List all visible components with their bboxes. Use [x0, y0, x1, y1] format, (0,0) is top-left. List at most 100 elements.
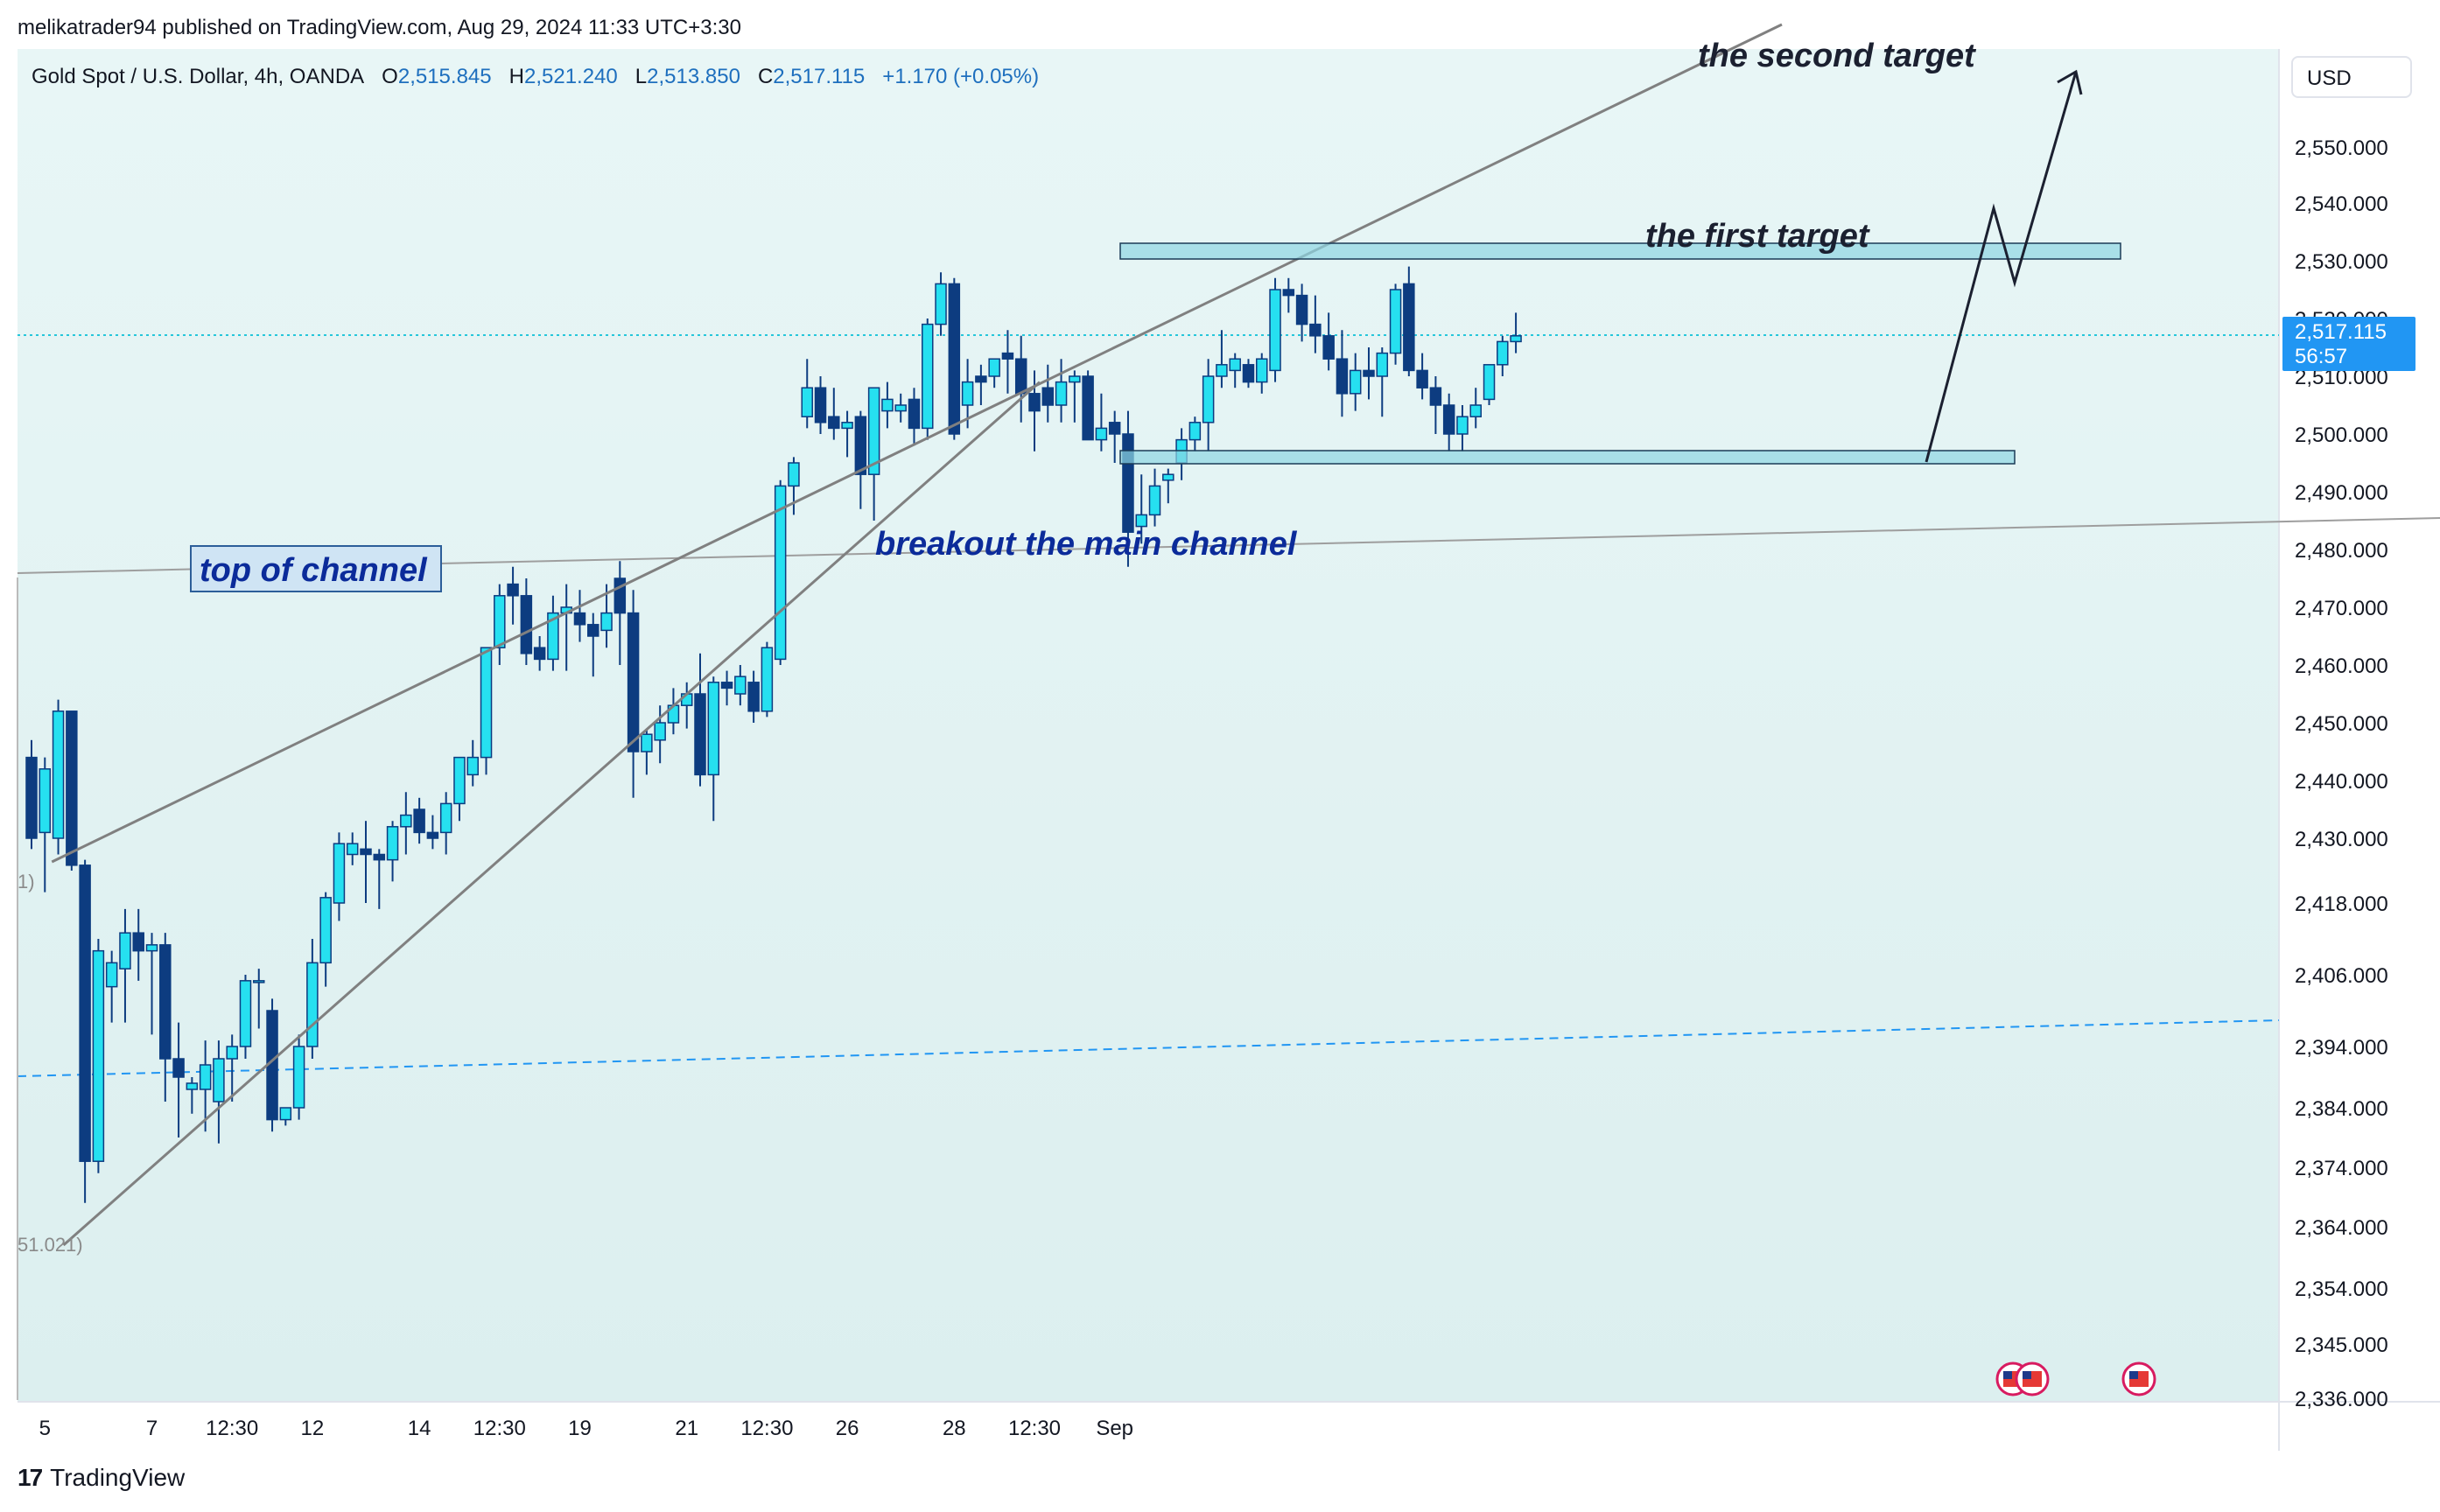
candle-body [587, 624, 599, 637]
y-tick-label: 2,440.000 [2295, 770, 2388, 794]
candle-body [801, 387, 813, 417]
candle-body [1336, 358, 1349, 395]
candle-body [935, 283, 947, 326]
bar-countdown: 56:57 [2295, 345, 2348, 368]
candle-body [694, 693, 706, 776]
x-tick-label: 21 [675, 1417, 698, 1440]
candle-body [814, 387, 827, 424]
candle-body [1122, 433, 1134, 533]
close-label: C [757, 65, 774, 88]
currency-selector[interactable]: USD [2291, 56, 2412, 98]
candle-body [1162, 473, 1174, 481]
candle-body [439, 802, 452, 834]
candle-body [1216, 364, 1228, 377]
x-tick-label: 12:30 [740, 1417, 793, 1440]
candle-body [1148, 485, 1161, 516]
candle-body [1389, 289, 1402, 354]
candle-body [1309, 323, 1322, 337]
low-value: 2,513.850 [647, 65, 740, 88]
candle-body [1295, 294, 1308, 326]
y-tick-label: 2,460.000 [2295, 654, 2388, 678]
candle-body [1363, 369, 1375, 377]
candle-body [1456, 416, 1469, 435]
candle-body [533, 647, 546, 661]
y-tick-label: 2,450.000 [2295, 712, 2388, 736]
candle-body [66, 710, 78, 866]
candle-body [1497, 340, 1509, 366]
candle-body [507, 583, 519, 597]
candle-body [279, 1107, 292, 1121]
x-tick-label: 26 [836, 1417, 859, 1440]
candle-body [547, 612, 559, 661]
y-tick-label: 2,490.000 [2295, 481, 2388, 505]
candle-body [1403, 283, 1415, 372]
y-tick-label: 2,364.000 [2295, 1216, 2388, 1240]
change-value: +1.170 (+0.05%) [882, 65, 1040, 88]
dashed-support-line [17, 1019, 2280, 1077]
pane-label: 51.021) [18, 1234, 83, 1256]
candle-body [761, 647, 774, 712]
y-tick-label: 2,480.000 [2295, 539, 2388, 563]
y-tick-label: 2,550.000 [2295, 136, 2388, 160]
x-tick-label: 12:30 [206, 1417, 258, 1440]
symbol-name: Gold Spot / U.S. Dollar, 4h, OANDA [32, 65, 365, 88]
x-tick-label: 12 [301, 1417, 325, 1440]
candle-body [788, 462, 800, 487]
low-label: L [635, 65, 648, 88]
candle-body [426, 831, 439, 839]
candle-body [1055, 381, 1068, 406]
y-tick-label: 2,430.000 [2295, 828, 2388, 851]
last-price-tag: 2,517.115 56:57 [2282, 317, 2415, 371]
candle-body [453, 756, 466, 805]
candle-body [948, 283, 961, 435]
annotation-first-target: the first target [1645, 218, 1870, 255]
candle-body [1256, 358, 1268, 383]
candle-body [854, 416, 867, 475]
y-tick-label: 2,374.000 [2295, 1157, 2388, 1180]
candle-body [961, 381, 974, 406]
candle-body [79, 864, 91, 1162]
candle-body [346, 843, 359, 856]
arrow-head-icon [2057, 69, 2083, 95]
rising-channel-lower-line [62, 381, 1041, 1247]
candle-body [894, 404, 907, 412]
candle-body [720, 682, 733, 690]
candle-body [1242, 364, 1255, 383]
candle-body [1269, 289, 1281, 372]
top-of-channel-box [190, 545, 442, 592]
candle-body [614, 578, 627, 614]
publisher-line: melikatrader94 published on TradingView.… [18, 16, 741, 39]
candle-body [105, 962, 118, 988]
symbol-header: Gold Spot / U.S. Dollar, 4h, OANDA O2,51… [32, 65, 1039, 89]
high-value: 2,521.240 [523, 65, 618, 88]
candle-body [573, 612, 586, 626]
y-tick-label: 2,530.000 [2295, 250, 2388, 274]
y-tick-label: 2,418.000 [2295, 892, 2388, 916]
us-flag-event-icon [2015, 1362, 2050, 1396]
candle-body [828, 416, 840, 430]
candle-body [1376, 352, 1389, 377]
tradingview-brand[interactable]: 17 TradingView [18, 1464, 185, 1492]
candle-body [867, 387, 880, 475]
x-tick-label: 19 [568, 1417, 592, 1440]
us-flag-event-icon [2121, 1362, 2156, 1396]
candle-body [841, 422, 853, 430]
candle-body [25, 756, 38, 839]
y-tick-label: 2,470.000 [2295, 597, 2388, 620]
x-tick-label: 12:30 [473, 1417, 526, 1440]
candle-body [1442, 404, 1455, 435]
open-value: 2,515.845 [397, 65, 492, 88]
candle-body [1322, 335, 1335, 360]
candle-body [373, 853, 386, 861]
candle-body [1510, 335, 1522, 343]
candle-body [186, 1082, 199, 1090]
y-tick-label: 2,406.000 [2295, 964, 2388, 988]
y-tick-label: 2,394.000 [2295, 1036, 2388, 1060]
candle-body [600, 612, 613, 632]
tradingview-logo-icon: 17 [18, 1464, 43, 1491]
first-target-zone [1119, 242, 2121, 260]
projection-arrow-path [1925, 71, 2078, 463]
candle-body [975, 375, 987, 383]
y-tick-label: 2,354.000 [2295, 1278, 2388, 1301]
